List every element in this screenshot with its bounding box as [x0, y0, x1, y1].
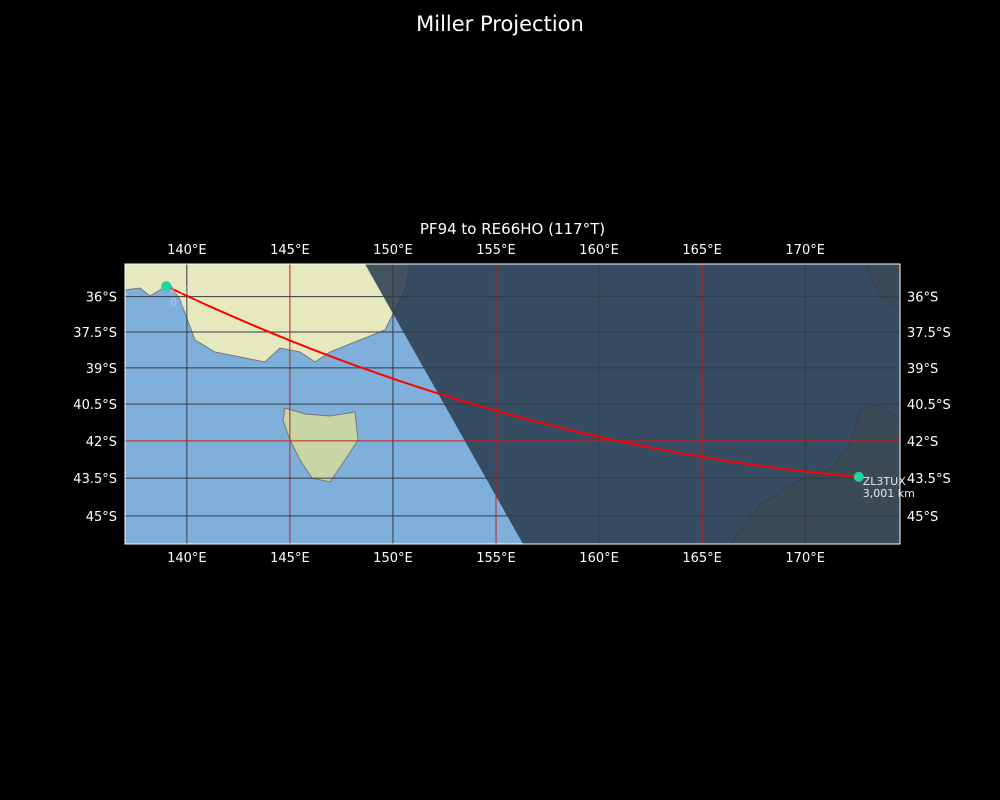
lat-tick-label-right: 37.5°S: [907, 326, 951, 341]
lat-tick-label-left: 40.5°S: [73, 398, 117, 413]
lat-tick-label-right: 45°S: [907, 510, 938, 525]
lon-tick-label-bottom: 165°E: [682, 551, 722, 566]
lon-tick-label-top: 160°E: [579, 243, 619, 258]
lat-tick-label-right: 40.5°S: [907, 398, 951, 413]
lat-tick-label-right: 36°S: [907, 291, 938, 306]
lon-tick-label-top: 170°E: [785, 243, 825, 258]
lon-tick-label-top: 155°E: [476, 243, 516, 258]
end-station-label: ZL3TUX: [863, 475, 906, 488]
lon-tick-label-bottom: 170°E: [785, 551, 825, 566]
lat-tick-label-left: 43.5°S: [73, 472, 117, 487]
end-station-marker: [853, 471, 864, 482]
map-area[interactable]: [125, 264, 900, 544]
start-station-marker: [161, 281, 172, 292]
map-frame: [124, 263, 901, 545]
lon-tick-label-top: 165°E: [682, 243, 722, 258]
lat-tick-label-left: 45°S: [86, 510, 117, 525]
start-station-label: K3GF: [170, 284, 199, 297]
great-circle-path: [165, 285, 859, 478]
map-title: PF94 to RE66HO (117°T): [419, 220, 606, 238]
lon-tick-label-bottom: 150°E: [373, 551, 413, 566]
axis-ticks: 140°E 140°E 145°E 145°E 150°E 150°E 155°E 155°E…: [73, 243, 950, 566]
figure-title: Miller Projection: [416, 12, 584, 36]
lat-tick-label-left: 42°S: [86, 435, 117, 450]
land-tasmania: [282, 407, 359, 483]
lat-tick-label-left: 39°S: [86, 362, 117, 377]
lat-tick-label-left: 37.5°S: [73, 326, 117, 341]
lon-tick-label-bottom: 155°E: [476, 551, 516, 566]
lon-tick-label-top: 145°E: [270, 243, 310, 258]
start-station-distance: 0 km: [170, 296, 198, 309]
lat-tick-label-right: 39°S: [907, 362, 938, 377]
graticule: [125, 264, 900, 544]
lon-tick-label-top: 140°E: [167, 243, 207, 258]
lon-tick-label-bottom: 140°E: [167, 551, 207, 566]
lat-tick-label-right: 42°S: [907, 435, 938, 450]
lat-tick-label-left: 36°S: [86, 291, 117, 306]
lon-tick-label-bottom: 160°E: [579, 551, 619, 566]
lon-tick-label-top: 150°E: [373, 243, 413, 258]
end-station-distance: 3,001 km: [863, 487, 915, 500]
lon-tick-label-bottom: 145°E: [270, 551, 310, 566]
lat-tick-label-right: 43.5°S: [907, 472, 951, 487]
